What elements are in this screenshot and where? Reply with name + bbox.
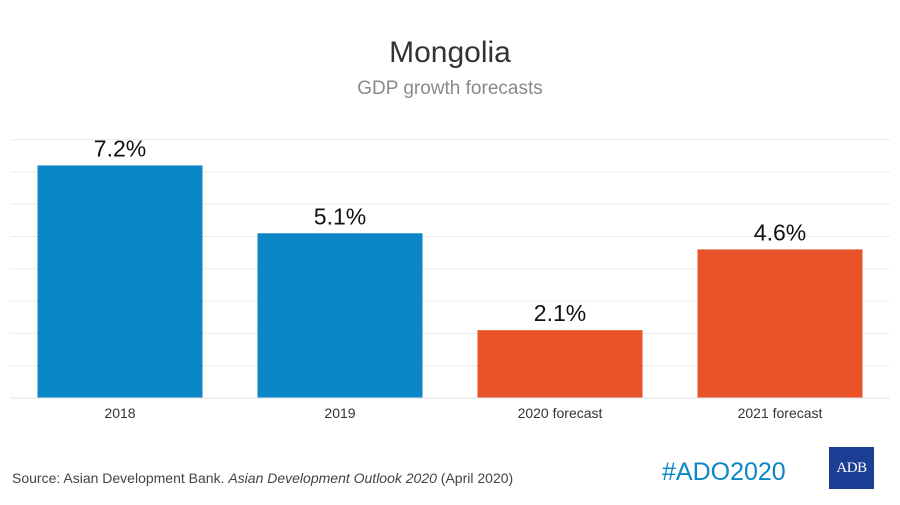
adb-logo: ADB: [829, 447, 874, 489]
data-label: 4.6%: [754, 219, 806, 245]
source-title: Asian Development Outlook 2020: [228, 470, 437, 486]
hashtag: #ADO2020: [662, 458, 786, 486]
source-note: Source: Asian Development Bank. Asian De…: [12, 470, 513, 486]
x-tick-label: 2021 forecast: [738, 405, 823, 421]
source-suffix: (April 2020): [436, 470, 514, 486]
bar: [257, 233, 423, 398]
data-label: 7.2%: [94, 135, 146, 161]
x-tick-label: 2020 forecast: [518, 405, 603, 421]
bar: [477, 330, 643, 398]
data-label: 5.1%: [314, 203, 366, 229]
x-tick-label: 2018: [104, 405, 135, 421]
source-prefix: Source: Asian Development Bank.: [12, 470, 229, 486]
data-label: 2.1%: [534, 300, 586, 326]
bar: [37, 165, 203, 398]
chart-title: Mongolia: [389, 36, 511, 69]
chart-subtitle: GDP growth forecasts: [357, 78, 543, 99]
x-tick-label: 2019: [324, 405, 355, 421]
bar: [697, 249, 863, 398]
